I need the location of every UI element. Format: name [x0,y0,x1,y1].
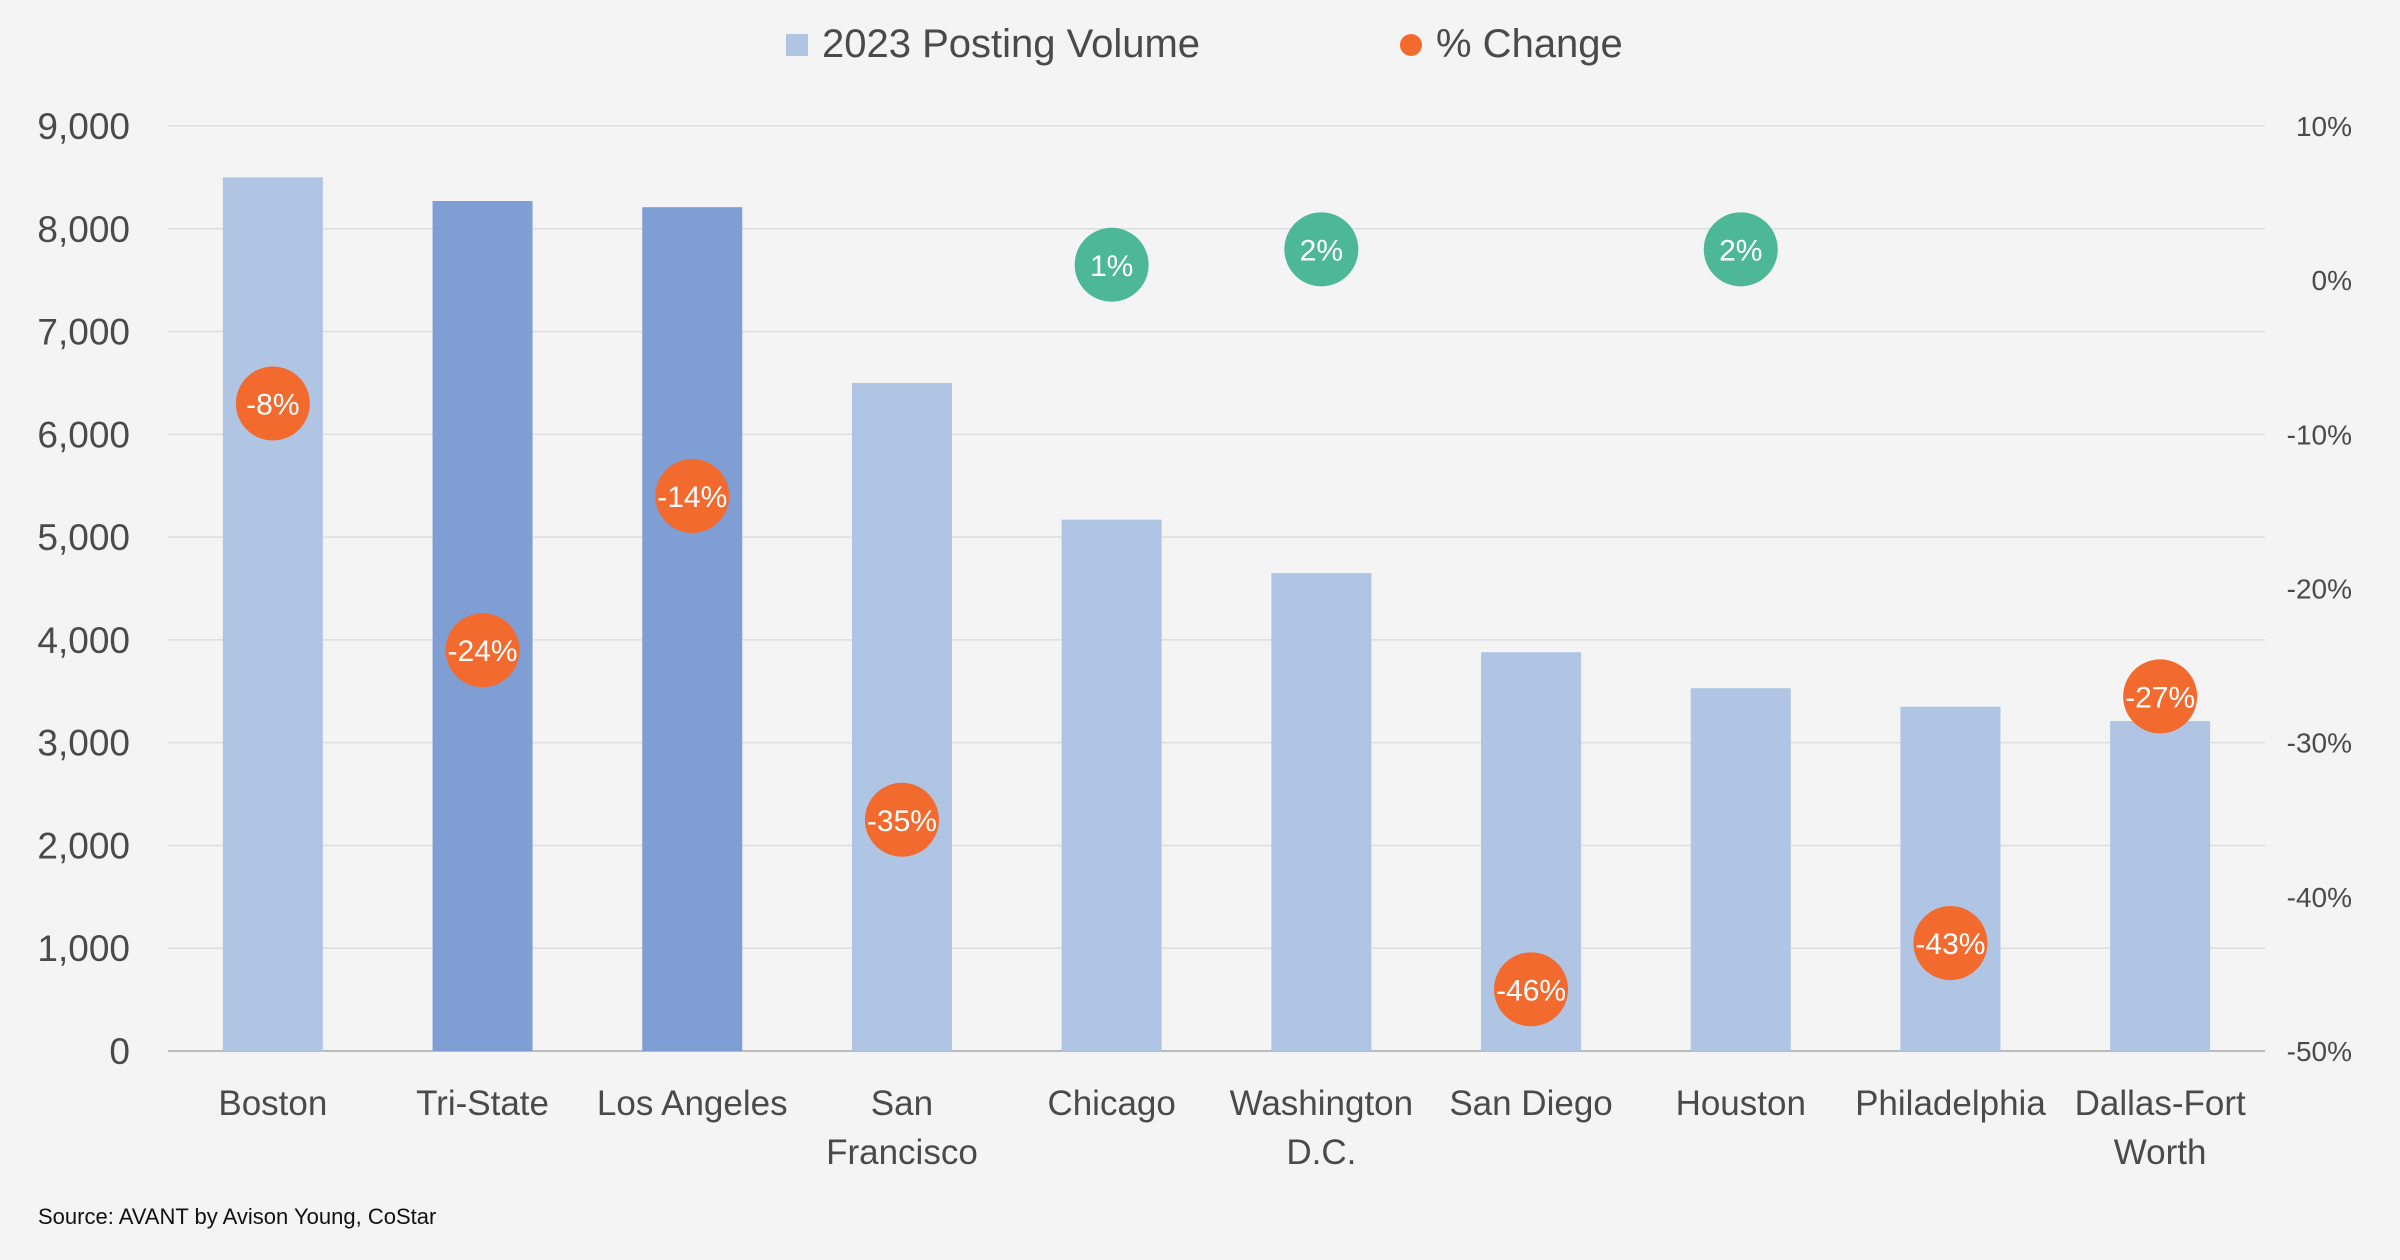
change-data-label: 1% [1090,250,1133,283]
change-data-label: 2% [1719,234,1762,267]
legend-bar-label: 2023 Posting Volume [822,22,1201,66]
x-tick-label: Dallas-Fort [2075,1084,2246,1123]
source-note: Source: AVANT by Avison Young, CoStar [38,1204,437,1229]
chart-legend: 2023 Posting Volume % Change [0,22,2400,74]
y-right-tick-label: -30% [2287,728,2352,759]
y-left-tick-label: 6,000 [37,414,130,455]
change-data-label: -14% [657,481,727,514]
y-left-tick-label: 8,000 [37,209,130,250]
x-tick-label: San [871,1084,933,1123]
legend-bar-swatch [786,33,808,56]
change-point-houston [1703,212,1778,287]
x-tick-label: Washington [1230,1084,1414,1123]
y-left-tick-label: 1,000 [37,928,130,969]
bar-washington-d-c- [1271,573,1372,1051]
change-point-philadelphia [1913,906,1988,981]
change-point-los-angeles [655,459,730,533]
legend-dot-label: % Change [1436,22,1623,66]
y-right-tick-label: 0% [2312,265,2352,296]
change-point-san-francisco [864,782,939,857]
bar-boston [222,177,323,1051]
bar-los-angeles [642,207,743,1051]
y-left-tick-label: 5,000 [37,517,130,558]
y-left-tick-label: 4,000 [37,620,130,661]
bar-san-francisco [851,382,952,1051]
x-tick-label: Houston [1676,1084,1806,1123]
change-data-label: -46% [1496,974,1566,1007]
change-point-boston [235,366,310,441]
x-tick-label: Francisco [826,1133,978,1172]
x-tick-label: Tri-State [416,1084,549,1123]
x-tick-label: D.C. [1286,1133,1356,1172]
change-data-label: -43% [1915,928,1985,961]
y-left-tick-label: 3,000 [37,723,130,764]
x-tick-label: Boston [218,1084,327,1123]
change-data-label: -35% [867,805,937,838]
bar-houston [1690,688,1791,1051]
change-data-label: -24% [448,635,518,668]
change-point-tri-state [445,613,520,688]
y-left-tick-label: 0 [109,1031,130,1072]
y-left-tick-label: 9,000 [37,106,130,147]
x-tick-label: Worth [2114,1133,2207,1172]
change-point-chicago [1074,227,1149,302]
x-tick-label: Los Angeles [597,1084,788,1123]
bar-philadelphia [1900,706,2001,1051]
legend-item-percent-change: % Change [1400,22,1623,67]
y-left-tick-label: 7,000 [37,312,130,353]
change-data-label: -8% [246,389,299,422]
x-tick-label: Chicago [1047,1084,1175,1123]
change-point-san-diego [1494,952,1569,1027]
change-data-label: 2% [1300,234,1343,267]
x-tick-label: Philadelphia [1855,1084,2046,1123]
y-right-tick-label: -10% [2287,419,2352,450]
y-right-tick-label: -40% [2287,882,2352,913]
change-point-dallas-fort-worth [2123,659,2198,734]
change-point-washington-d-c- [1284,212,1359,287]
change-data-label: -27% [2125,681,2195,714]
legend-item-posting-volume: 2023 Posting Volume [786,22,1200,67]
y-right-tick-label: -20% [2287,574,2352,605]
y-right-tick-label: 10% [2296,111,2352,142]
y-left-tick-label: 2,000 [37,825,130,866]
y-right-tick-label: -50% [2287,1036,2352,1067]
bar-dallas-fort-worth [2110,721,2211,1051]
legend-dot-swatch [1400,33,1422,56]
x-tick-label: San Diego [1449,1084,1612,1123]
bar-chicago [1061,519,1162,1051]
